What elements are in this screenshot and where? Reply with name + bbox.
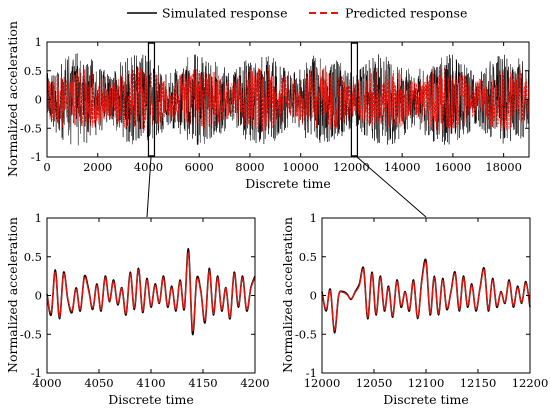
highlight-box-1 xyxy=(350,42,359,157)
x-tick-label: 0 xyxy=(43,160,50,174)
x-tick-label: 2000 xyxy=(83,160,112,174)
x-tick-label: 16000 xyxy=(435,160,472,174)
y-tick-label: -0.5 xyxy=(20,121,42,135)
y-tick-label: 0 xyxy=(35,93,42,107)
overview-highlight-boxes xyxy=(147,42,359,157)
zoom-right-xlabel: Discrete time xyxy=(383,392,468,407)
x-tick-label: 12200 xyxy=(512,376,549,390)
x-tick-label: 12000 xyxy=(304,376,341,390)
y-tick-label: 0 xyxy=(310,289,317,303)
overview-plot-area xyxy=(46,53,530,146)
y-tick-label: -1 xyxy=(306,366,317,380)
x-tick-label: 12000 xyxy=(333,160,370,174)
x-tick-label: 4150 xyxy=(188,376,217,390)
x-tick-label: 18000 xyxy=(485,160,522,174)
overview-xlabel: Discrete time xyxy=(245,176,330,191)
x-tick-label: 4000 xyxy=(32,376,61,390)
zoom-right-ticks: 12000 12050 12100 12150 12200 -1 -0.5 0 0.5 1 xyxy=(295,211,548,390)
predicted-response-line xyxy=(46,67,530,133)
overview-panel: 0 2000 4000 6000 8000 10000 12000 14000 16000 180… xyxy=(5,21,530,191)
predicted-response-line xyxy=(46,252,256,332)
x-tick-label: 4200 xyxy=(240,376,269,390)
connector-right xyxy=(356,156,427,218)
x-tick-label: 10000 xyxy=(282,160,319,174)
zoom-left-xlabel: Discrete time xyxy=(108,392,193,407)
zoom-panel-left: 4000 4050 4100 4150 4200 -1 -0.5 0 0.5 1 Discrete… xyxy=(5,211,270,407)
x-tick-label: 14000 xyxy=(384,160,421,174)
y-tick-label: 0 xyxy=(35,289,42,303)
x-tick-label: 12100 xyxy=(408,376,445,390)
y-tick-label: -1 xyxy=(31,366,42,380)
zoom-right-ylabel: Normalized acceleration xyxy=(280,217,295,373)
zoom-connectors xyxy=(146,156,427,218)
zoom-left-ylabel: Normalized acceleration xyxy=(5,217,20,373)
x-tick-label: 4050 xyxy=(84,376,113,390)
zoom-left-plot-area xyxy=(46,248,256,336)
y-tick-label: 0.5 xyxy=(24,64,42,78)
overview-ticks: 0 2000 4000 6000 8000 10000 12000 14000 16000 180… xyxy=(20,35,529,174)
y-tick-label: -0.5 xyxy=(295,327,317,341)
x-tick-label: 6000 xyxy=(185,160,214,174)
y-tick-label: 1 xyxy=(35,35,42,49)
y-tick-label: 1 xyxy=(35,211,42,225)
legend-predicted-label: Predicted response xyxy=(345,6,467,21)
zoom-right-plot-area xyxy=(321,258,531,334)
y-tick-label: 1 xyxy=(310,211,317,225)
x-tick-label: 4100 xyxy=(136,376,165,390)
x-tick-label: 12050 xyxy=(356,376,393,390)
legend-simulated-label: Simulated response xyxy=(162,6,288,21)
y-tick-label: -0.5 xyxy=(20,327,42,341)
x-tick-label: 12150 xyxy=(460,376,497,390)
zoom-left-ticks: 4000 4050 4100 4150 4200 -1 -0.5 0 0.5 1 xyxy=(20,211,270,390)
zoom-panel-right: 12000 12050 12100 12150 12200 -1 -0.5 0 0.5 1 Dis… xyxy=(280,211,548,407)
simulated-response-line xyxy=(46,248,256,336)
x-tick-label: 8000 xyxy=(235,160,264,174)
predicted-response-line xyxy=(321,261,531,332)
connector-left xyxy=(146,156,152,218)
overview-ylabel: Normalized acceleration xyxy=(5,21,20,177)
x-tick-label: 4000 xyxy=(134,160,163,174)
legend: Simulated response Predicted response xyxy=(127,6,467,21)
y-tick-label: 0.5 xyxy=(24,250,42,264)
y-tick-label: 0.5 xyxy=(299,250,317,264)
highlight-box-0 xyxy=(147,42,156,157)
y-tick-label: -1 xyxy=(31,150,42,164)
